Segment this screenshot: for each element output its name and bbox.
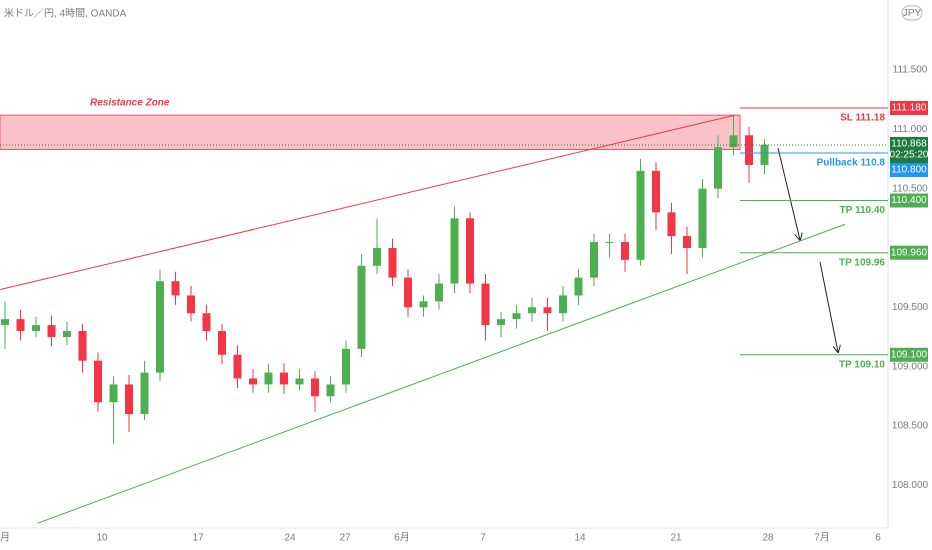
candle-body [574,277,583,296]
price-box-label: 110.400 [891,195,927,206]
price-tick-label: 111.500 [893,65,928,76]
price-tick-label: 110.500 [892,183,928,194]
candle-body [47,325,56,337]
candle-body [481,283,490,326]
candle-body [667,212,676,237]
candle-body [760,144,769,165]
candle-body [94,360,102,403]
countdown: 02:25:20 [890,150,929,161]
candle-body [698,188,707,248]
price-tick-label: 109.000 [892,361,929,372]
candle-body [652,170,660,213]
candle-body [249,378,257,385]
time-tick-label: 17 [192,533,204,544]
candle-body [109,384,118,403]
candle-body [295,378,304,385]
candle-body [32,325,40,332]
last-price-label: 110.868 [891,139,927,150]
candle-body [171,281,180,296]
level-label: TP 109.96 [839,257,885,268]
trendline [37,223,846,524]
candle-body [621,242,629,260]
candle-body [636,170,645,260]
arrow [819,261,838,352]
price-box [890,162,928,177]
candle-body [404,277,412,308]
candle-body [16,319,25,332]
candle-body [233,354,242,379]
price-box [890,100,928,115]
candle-body [512,313,521,320]
candle-body [125,384,133,415]
candle-body [683,236,691,248]
candle-body [218,331,226,355]
time-tick-label: 7 [480,533,486,544]
candle-body [373,247,381,266]
candle-body [342,348,350,385]
candle-body [559,295,567,314]
candle-body [202,313,211,332]
candle-body [280,372,288,385]
candle-body [605,242,614,244]
price-box-label: 109.960 [891,247,928,258]
candle-body [63,331,71,337]
candle-body [264,372,273,385]
currency-label: JPY [903,8,922,19]
time-tick-label: 24 [284,533,296,544]
level-label: Pullback 110.8 [817,158,886,169]
candle-body [357,265,366,349]
resistance-zone [0,114,741,150]
price-box-label: 110.800 [891,165,927,176]
price-tick-label: 108.000 [892,480,929,491]
price-box-label: 111.180 [892,103,927,114]
candle-body [714,147,722,189]
candle-body [419,301,428,308]
candle-body [78,331,87,361]
candle-body [450,218,459,284]
candle-body [590,242,598,278]
candle-body [435,283,443,302]
candle-body [745,135,753,165]
trendline [0,114,736,290]
candle-body [388,247,397,278]
candle-body [156,281,164,373]
time-tick-label: 14 [574,533,586,544]
last-price-box [890,136,928,163]
currency-badge [901,5,923,21]
time-tick-label: 7月 [814,532,830,544]
candle-body [528,307,536,314]
time-tick-label: 月 [0,532,10,544]
time-tick-label: 6 [875,533,881,544]
price-tick-label: 108.500 [892,421,929,432]
level-label: SL 111.18 [840,113,885,124]
price-box [890,245,928,260]
zone-label: Resistance Zone [90,98,170,109]
level-label: TP 110.40 [840,205,886,216]
level-label: TP 109.10 [839,359,885,370]
price-box [890,347,928,362]
candle-body [1,319,9,326]
time-tick-label: 27 [339,533,351,544]
candle-body [311,378,319,397]
symbol-title: 米ドル／円, 4時間, OANDA [4,7,127,20]
price-box [890,193,928,208]
candle-body [140,372,149,415]
price-tick-label: 109.500 [892,302,929,313]
time-tick-label: 10 [96,533,108,544]
candle-body [497,319,505,326]
candle-body [326,384,335,397]
candle-body [466,218,474,284]
price-box-label: 109.100 [891,349,928,360]
candle-body [543,307,552,314]
arrow [777,147,800,240]
time-tick-label: 21 [670,533,682,544]
time-tick-label: 28 [762,533,774,544]
candle-body [187,295,195,314]
time-tick-label: 6月 [394,532,410,544]
candle-body [729,135,738,148]
price-tick-label: 111.000 [893,124,928,135]
